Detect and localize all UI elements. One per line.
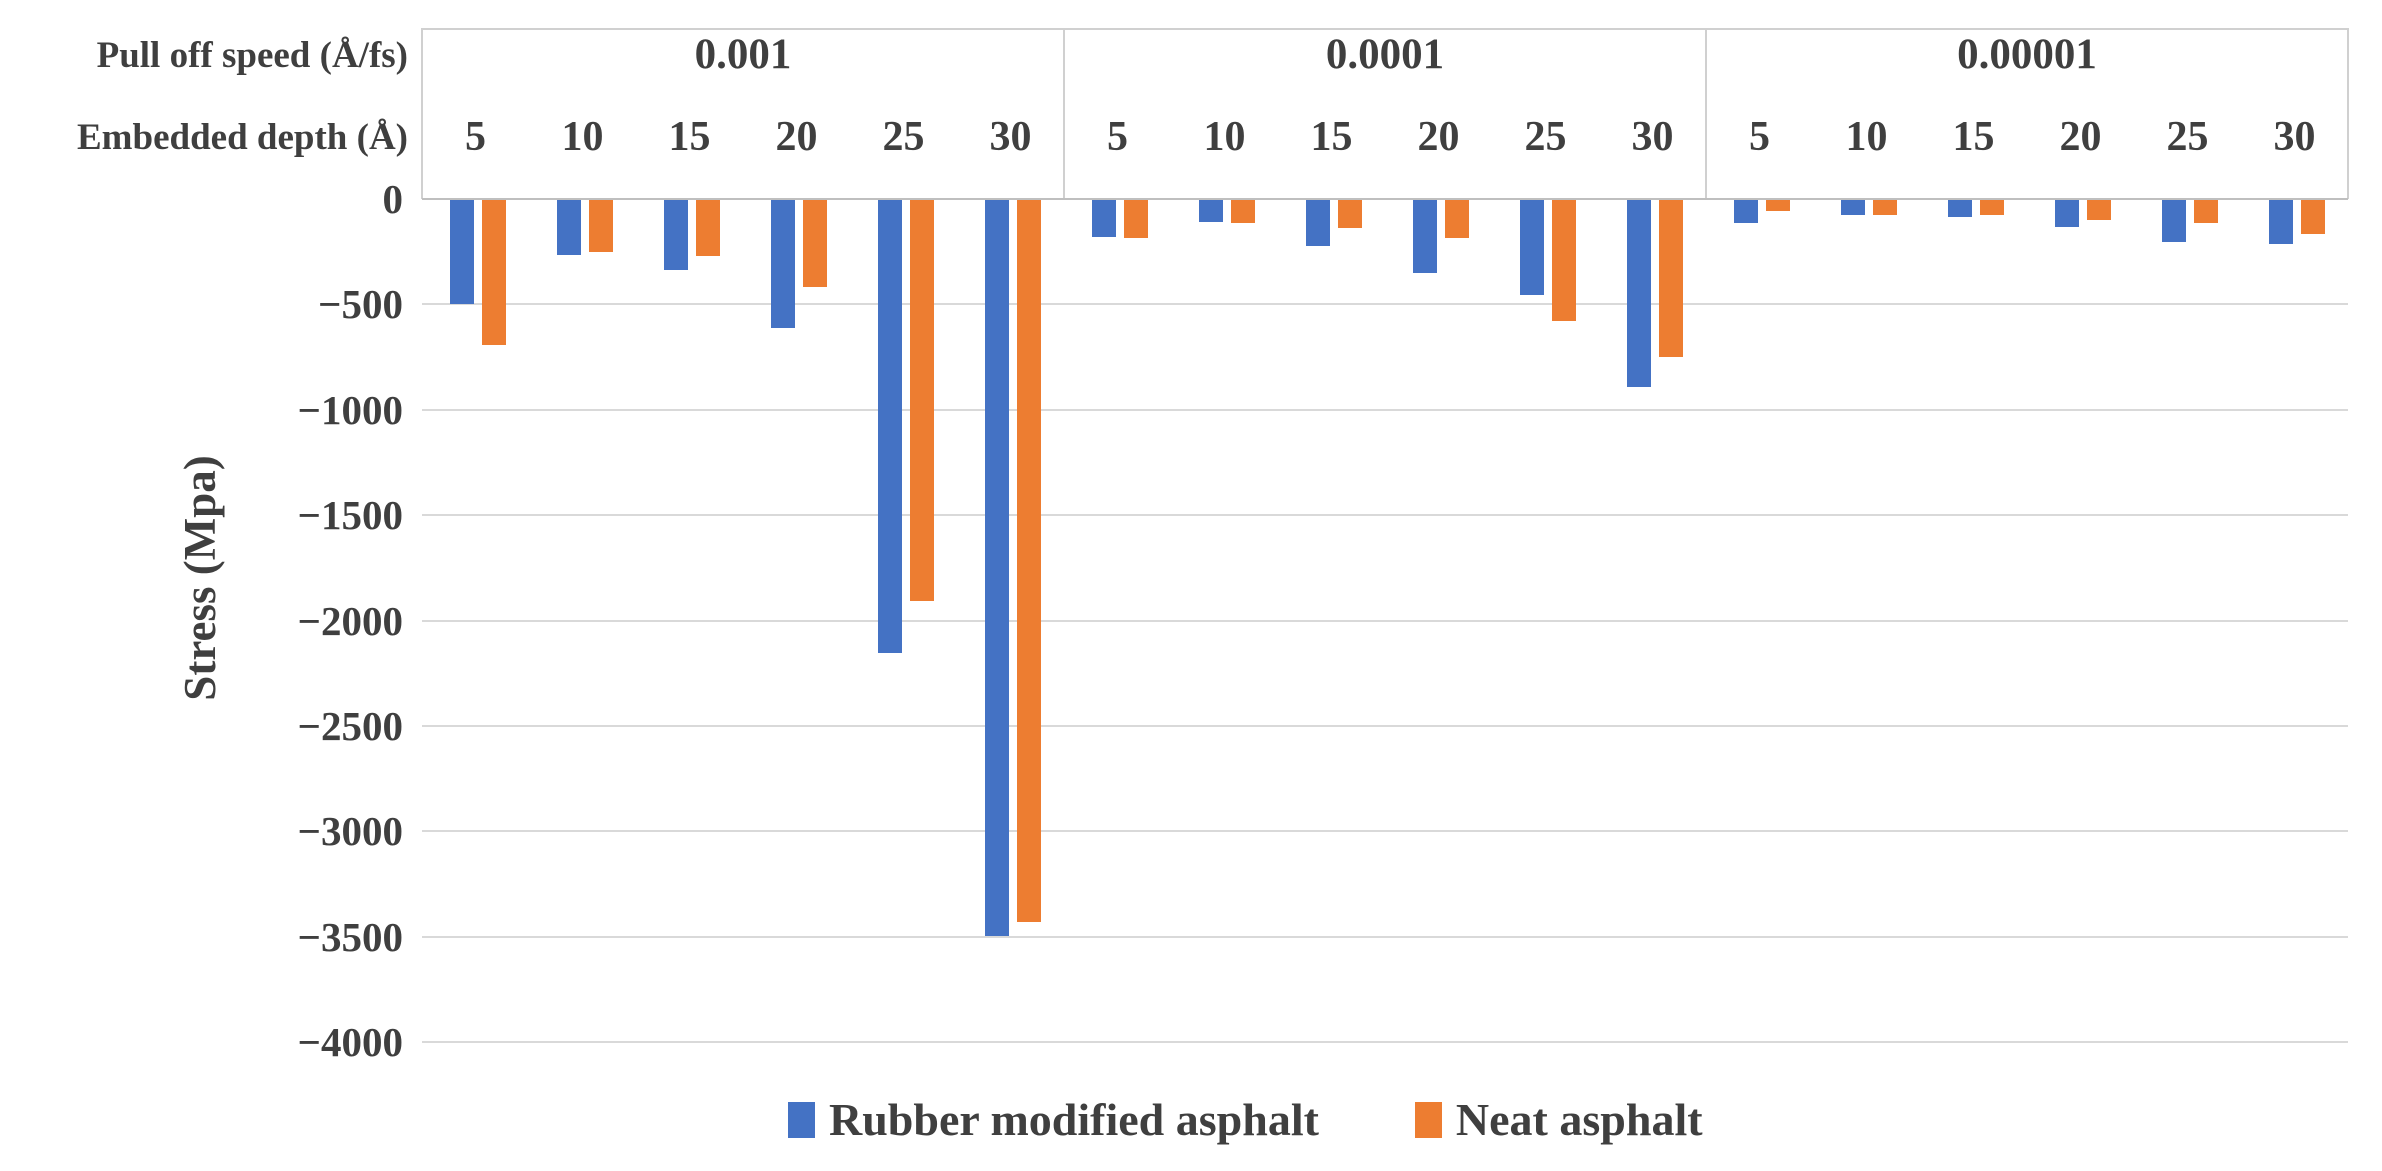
group-divider-line: [2347, 28, 2349, 199]
bar-rubber-0.00001-d30: [2269, 200, 2293, 245]
embedded-depth-tick-label: 30: [2273, 114, 2316, 160]
group-divider-line: [1063, 28, 1065, 199]
gridline: [422, 830, 2348, 833]
legend: Rubber modified asphalt Neat asphalt: [788, 1092, 1703, 1148]
pull-off-speed-group-label: 0.0001: [1325, 31, 1445, 78]
embedded-depth-tick-label: 20: [1417, 114, 1460, 160]
plot-top-border: [422, 28, 2348, 30]
gridline: [422, 935, 2348, 938]
bar-rubber-0.001-d15: [664, 200, 688, 270]
bar-neat-0.00001-d30: [2301, 200, 2325, 234]
bar-rubber-0.00001-d20: [2055, 200, 2079, 228]
y-tick-label: −3000: [297, 808, 403, 855]
legend-swatch-rubber-icon: [788, 1102, 815, 1138]
embedded-depth-tick-label: 25: [2166, 114, 2209, 160]
bar-neat-0.0001-d10: [1231, 200, 1255, 224]
y-tick-label: −2500: [297, 702, 403, 749]
embedded-depth-row-label: Embedded depth (Å): [77, 117, 408, 158]
group-divider-line: [421, 28, 423, 199]
legend-label-neat: Neat asphalt: [1455, 1094, 1703, 1145]
bar-neat-0.0001-d20: [1445, 200, 1469, 238]
bar-rubber-0.0001-d15: [1306, 200, 1330, 247]
bar-neat-0.001-d10: [589, 200, 613, 252]
embedded-depth-tick-label: 5: [1107, 114, 1128, 160]
gridline: [422, 724, 2348, 727]
embedded-depth-tick-label: 20: [775, 114, 818, 160]
bar-neat-0.00001-d10: [1873, 200, 1897, 215]
embedded-depth-tick-label: 30: [989, 114, 1032, 160]
bar-rubber-0.00001-d15: [1948, 200, 1972, 217]
bar-neat-0.001-d5: [482, 200, 506, 346]
y-tick-label: −500: [318, 281, 403, 328]
pull-off-speed-group-label: 0.001: [694, 31, 792, 78]
bar-neat-0.001-d30: [1017, 200, 1041, 922]
y-axis-title: Stress (Mpa): [175, 455, 225, 701]
legend-swatch-neat-icon: [1414, 1102, 1442, 1138]
embedded-depth-tick-label: 15: [1952, 114, 1995, 160]
bar-neat-0.00001-d15: [1980, 200, 2004, 215]
bar-neat-0.0001-d25: [1552, 200, 1576, 322]
group-divider-line: [1705, 28, 1707, 199]
bar-neat-0.0001-d15: [1338, 200, 1362, 229]
pull-off-speed-row-label: Pull off speed (Å/fs): [96, 35, 408, 76]
bar-rubber-0.0001-d10: [1199, 200, 1223, 223]
legend-item-rubber-modified-asphalt: Rubber modified asphalt: [788, 1092, 1319, 1148]
bar-neat-0.00001-d25: [2194, 200, 2218, 224]
embedded-depth-tick-label: 15: [1310, 114, 1353, 160]
embedded-depth-tick-label: 25: [882, 114, 925, 160]
bar-rubber-0.001-d25: [878, 200, 902, 654]
pull-off-speed-group-label: 0.00001: [1957, 31, 2097, 78]
bar-neat-0.001-d20: [803, 200, 827, 288]
bar-rubber-0.00001-d10: [1841, 200, 1865, 215]
bar-neat-0.001-d25: [910, 200, 934, 602]
y-tick-label: −1500: [297, 492, 403, 539]
embedded-depth-tick-label: 20: [2059, 114, 2102, 160]
bar-rubber-0.0001-d25: [1520, 200, 1544, 295]
embedded-depth-tick-label: 25: [1524, 114, 1567, 160]
bar-rubber-0.0001-d5: [1092, 200, 1116, 237]
zero-axis-line: [422, 198, 2348, 200]
embedded-depth-tick-label: 10: [561, 114, 604, 160]
bar-rubber-0.0001-d20: [1413, 200, 1437, 273]
bar-neat-0.0001-d30: [1659, 200, 1683, 357]
gridline: [422, 1041, 2348, 1043]
bar-neat-0.00001-d5: [1766, 200, 1790, 211]
y-tick-label: 0: [382, 176, 404, 222]
embedded-depth-tick-label: 5: [1749, 114, 1770, 160]
legend-item-neat-asphalt: Neat asphalt: [1414, 1092, 1703, 1148]
bar-neat-0.00001-d20: [2087, 200, 2111, 221]
gridline: [422, 514, 2348, 517]
bar-rubber-0.00001-d5: [1734, 200, 1758, 224]
embedded-depth-tick-label: 10: [1845, 114, 1888, 160]
embedded-depth-tick-label: 5: [465, 114, 486, 160]
embedded-depth-tick-label: 15: [668, 114, 711, 160]
y-tick-label: −4000: [297, 1019, 403, 1065]
bar-neat-0.001-d15: [696, 200, 720, 256]
bar-rubber-0.001-d30: [985, 200, 1009, 936]
bar-rubber-0.00001-d25: [2162, 200, 2186, 243]
embedded-depth-tick-label: 10: [1203, 114, 1246, 160]
bar-rubber-0.001-d10: [557, 200, 581, 255]
gridline: [422, 619, 2348, 622]
embedded-depth-tick-label: 30: [1631, 114, 1674, 160]
gridline: [422, 303, 2348, 306]
y-tick-label: −2000: [297, 597, 403, 644]
bar-rubber-0.001-d20: [771, 200, 795, 328]
legend-label-rubber: Rubber modified asphalt: [829, 1094, 1319, 1145]
bar-rubber-0.001-d5: [450, 200, 474, 305]
y-tick-label: −3500: [297, 913, 403, 960]
y-tick-label: −1000: [297, 386, 403, 433]
bar-neat-0.0001-d5: [1124, 200, 1148, 238]
bar-rubber-0.0001-d30: [1627, 200, 1651, 387]
gridline: [422, 408, 2348, 411]
